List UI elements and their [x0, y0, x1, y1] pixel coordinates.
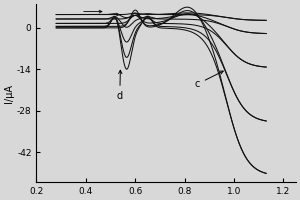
Text: c: c: [194, 71, 223, 89]
Y-axis label: I/μA: I/μA: [4, 84, 14, 103]
Text: d: d: [117, 70, 123, 101]
